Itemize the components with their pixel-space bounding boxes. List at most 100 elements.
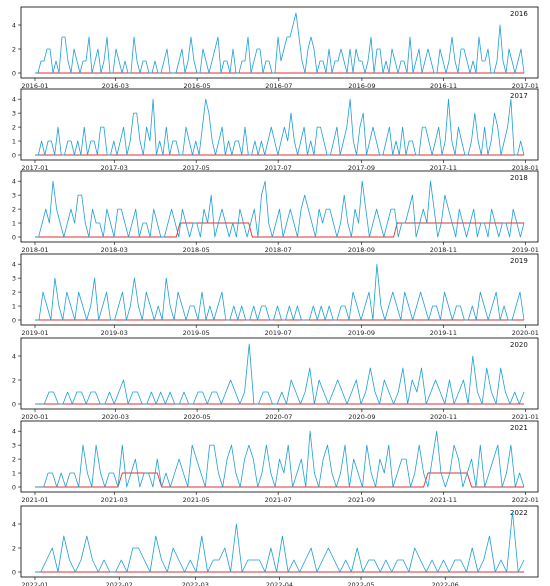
series-line-counts	[35, 12, 525, 74]
x-tick-label: 2020-03	[102, 413, 129, 421]
y-tick-label: 2	[12, 544, 16, 552]
chart-panel-2020: 2020 0 2 4 2020-01 2020-03 2020-05 2020-07 2020-…	[12, 337, 539, 421]
year-label: 2018	[510, 174, 528, 182]
series-line-counts	[35, 180, 525, 238]
y-tick-label: 2	[12, 376, 16, 384]
panel-frame	[20, 88, 539, 161]
y-tick-label: 1	[12, 219, 16, 227]
x-tick-label: 2021-09	[348, 496, 375, 504]
year-label: 2021	[510, 424, 528, 432]
x-tick-label: 2018-11	[430, 246, 457, 254]
x-tick-label: 2022-03	[182, 581, 209, 586]
x-tick-label: 2021-03	[101, 496, 128, 504]
panel-frame	[20, 253, 539, 326]
panel-frame	[20, 6, 539, 79]
x-tick-label: 2022-04	[266, 581, 293, 586]
x-tick-label: 2022-05	[347, 581, 374, 586]
series-line-baseline	[35, 222, 524, 238]
y-tick-label: 3	[12, 441, 16, 449]
year-label: 2017	[510, 92, 528, 100]
chart-panel-2017: 2017 0 1 2 3 4 2017-01 2017-03 2017-05 2017-07 201…	[12, 88, 539, 172]
x-tick-label: 2022-01	[512, 496, 539, 504]
x-tick-label: 2017-01	[21, 164, 48, 172]
x-tick-label: 2019-01	[21, 329, 48, 337]
x-tick-label: 2021-07	[265, 496, 292, 504]
y-tick-label: 0	[12, 568, 16, 576]
x-tick-label: 2022-01	[21, 581, 48, 586]
x-tick-label: 2019-07	[265, 329, 292, 337]
year-label: 2016	[510, 10, 528, 18]
y-tick-label: 4	[12, 21, 16, 29]
y-tick-label: 4	[12, 177, 16, 185]
x-tick-label: 2022-02	[106, 581, 133, 586]
x-tick-label: 2017-01	[512, 82, 539, 90]
x-tick-label: 2018-03	[101, 246, 128, 254]
year-label: 2022	[510, 509, 528, 517]
y-tick-label: 0	[12, 233, 16, 241]
series-line-counts	[35, 98, 525, 156]
y-tick-label: 2	[12, 288, 16, 296]
x-tick-label: 2018-09	[348, 246, 375, 254]
chart-panel-2016: 2016 0 2 4 2016-01 2016-03 2016-05 2016-07 2016-…	[12, 6, 539, 90]
year-label: 2020	[510, 341, 528, 349]
x-tick-label: 2017-07	[265, 164, 292, 172]
y-tick-label: 4	[12, 95, 16, 103]
x-tick-label: 2020-09	[348, 413, 375, 421]
y-tick-label: 2	[12, 455, 16, 463]
x-tick-label: 2018-05	[183, 246, 210, 254]
y-tick-label: 2	[12, 123, 16, 131]
panel-frame	[20, 170, 539, 243]
x-tick-label: 2016-01	[21, 82, 48, 90]
x-tick-label: 2022-06	[432, 581, 459, 586]
x-tick-label: 2016-05	[184, 82, 211, 90]
y-tick-label: 1	[12, 137, 16, 145]
y-tick-label: 3	[12, 191, 16, 199]
x-tick-label: 2016-11	[430, 82, 457, 90]
panel-frame	[20, 505, 539, 578]
chart-panel-2021: 2021 0 1 2 3 4 2021-01 2021-03 2021-05 2021-07 202…	[12, 420, 539, 504]
y-tick-label: 0	[12, 151, 16, 159]
panel-frame	[20, 337, 539, 410]
series-line-counts	[35, 343, 525, 405]
x-tick-label: 2021-01	[512, 413, 539, 421]
x-tick-label: 2019-01	[512, 246, 539, 254]
y-tick-label: 4	[12, 260, 16, 268]
x-tick-label: 2016-07	[265, 82, 292, 90]
y-tick-label: 2	[12, 45, 16, 53]
chart-panel-2019: 2019 0 1 2 3 4 2019-01 2019-03 2019-05 2019-07 201…	[12, 253, 539, 337]
x-tick-label: 2019-05	[183, 329, 210, 337]
x-tick-label: 2019-09	[348, 329, 375, 337]
y-tick-label: 4	[12, 520, 16, 528]
y-tick-label: 1	[12, 469, 16, 477]
x-tick-label: 2020-01	[512, 329, 539, 337]
chart-panel-2022: 2022 0 2 4 2022-01 2022-02 2022-03 2022-04 2022-…	[12, 505, 539, 586]
y-tick-label: 4	[12, 352, 16, 360]
x-tick-label: 2017-03	[101, 164, 128, 172]
y-tick-label: 3	[12, 109, 16, 117]
year-label: 2019	[510, 257, 528, 265]
x-tick-label: 2018-01	[512, 164, 539, 172]
series-line-counts	[35, 430, 525, 488]
panel-frame	[20, 420, 539, 493]
y-tick-label: 2	[12, 205, 16, 213]
x-tick-label: 2016-03	[102, 82, 129, 90]
y-tick-label: 1	[12, 302, 16, 310]
x-tick-label: 2021-05	[183, 496, 210, 504]
x-tick-label: 2020-07	[265, 413, 292, 421]
x-tick-label: 2017-09	[348, 164, 375, 172]
x-tick-label: 2017-11	[430, 164, 457, 172]
chart-panel-2018: 2018 0 1 2 3 4 2018-01 2018-03 2018-05 2018-07 201…	[12, 170, 539, 254]
y-tick-label: 0	[12, 69, 16, 77]
series-line-baseline	[35, 472, 524, 488]
y-tick-label: 0	[12, 483, 16, 491]
x-tick-label: 2018-01	[21, 246, 48, 254]
x-tick-label: 2020-05	[184, 413, 211, 421]
x-tick-label: 2018-07	[265, 246, 292, 254]
x-tick-label: 2020-01	[21, 413, 48, 421]
x-tick-label: 2019-03	[101, 329, 128, 337]
x-tick-label: 2021-01	[21, 496, 48, 504]
y-tick-label: 0	[12, 400, 16, 408]
x-tick-label: 2020-11	[430, 413, 457, 421]
y-tick-label: 3	[12, 274, 16, 282]
